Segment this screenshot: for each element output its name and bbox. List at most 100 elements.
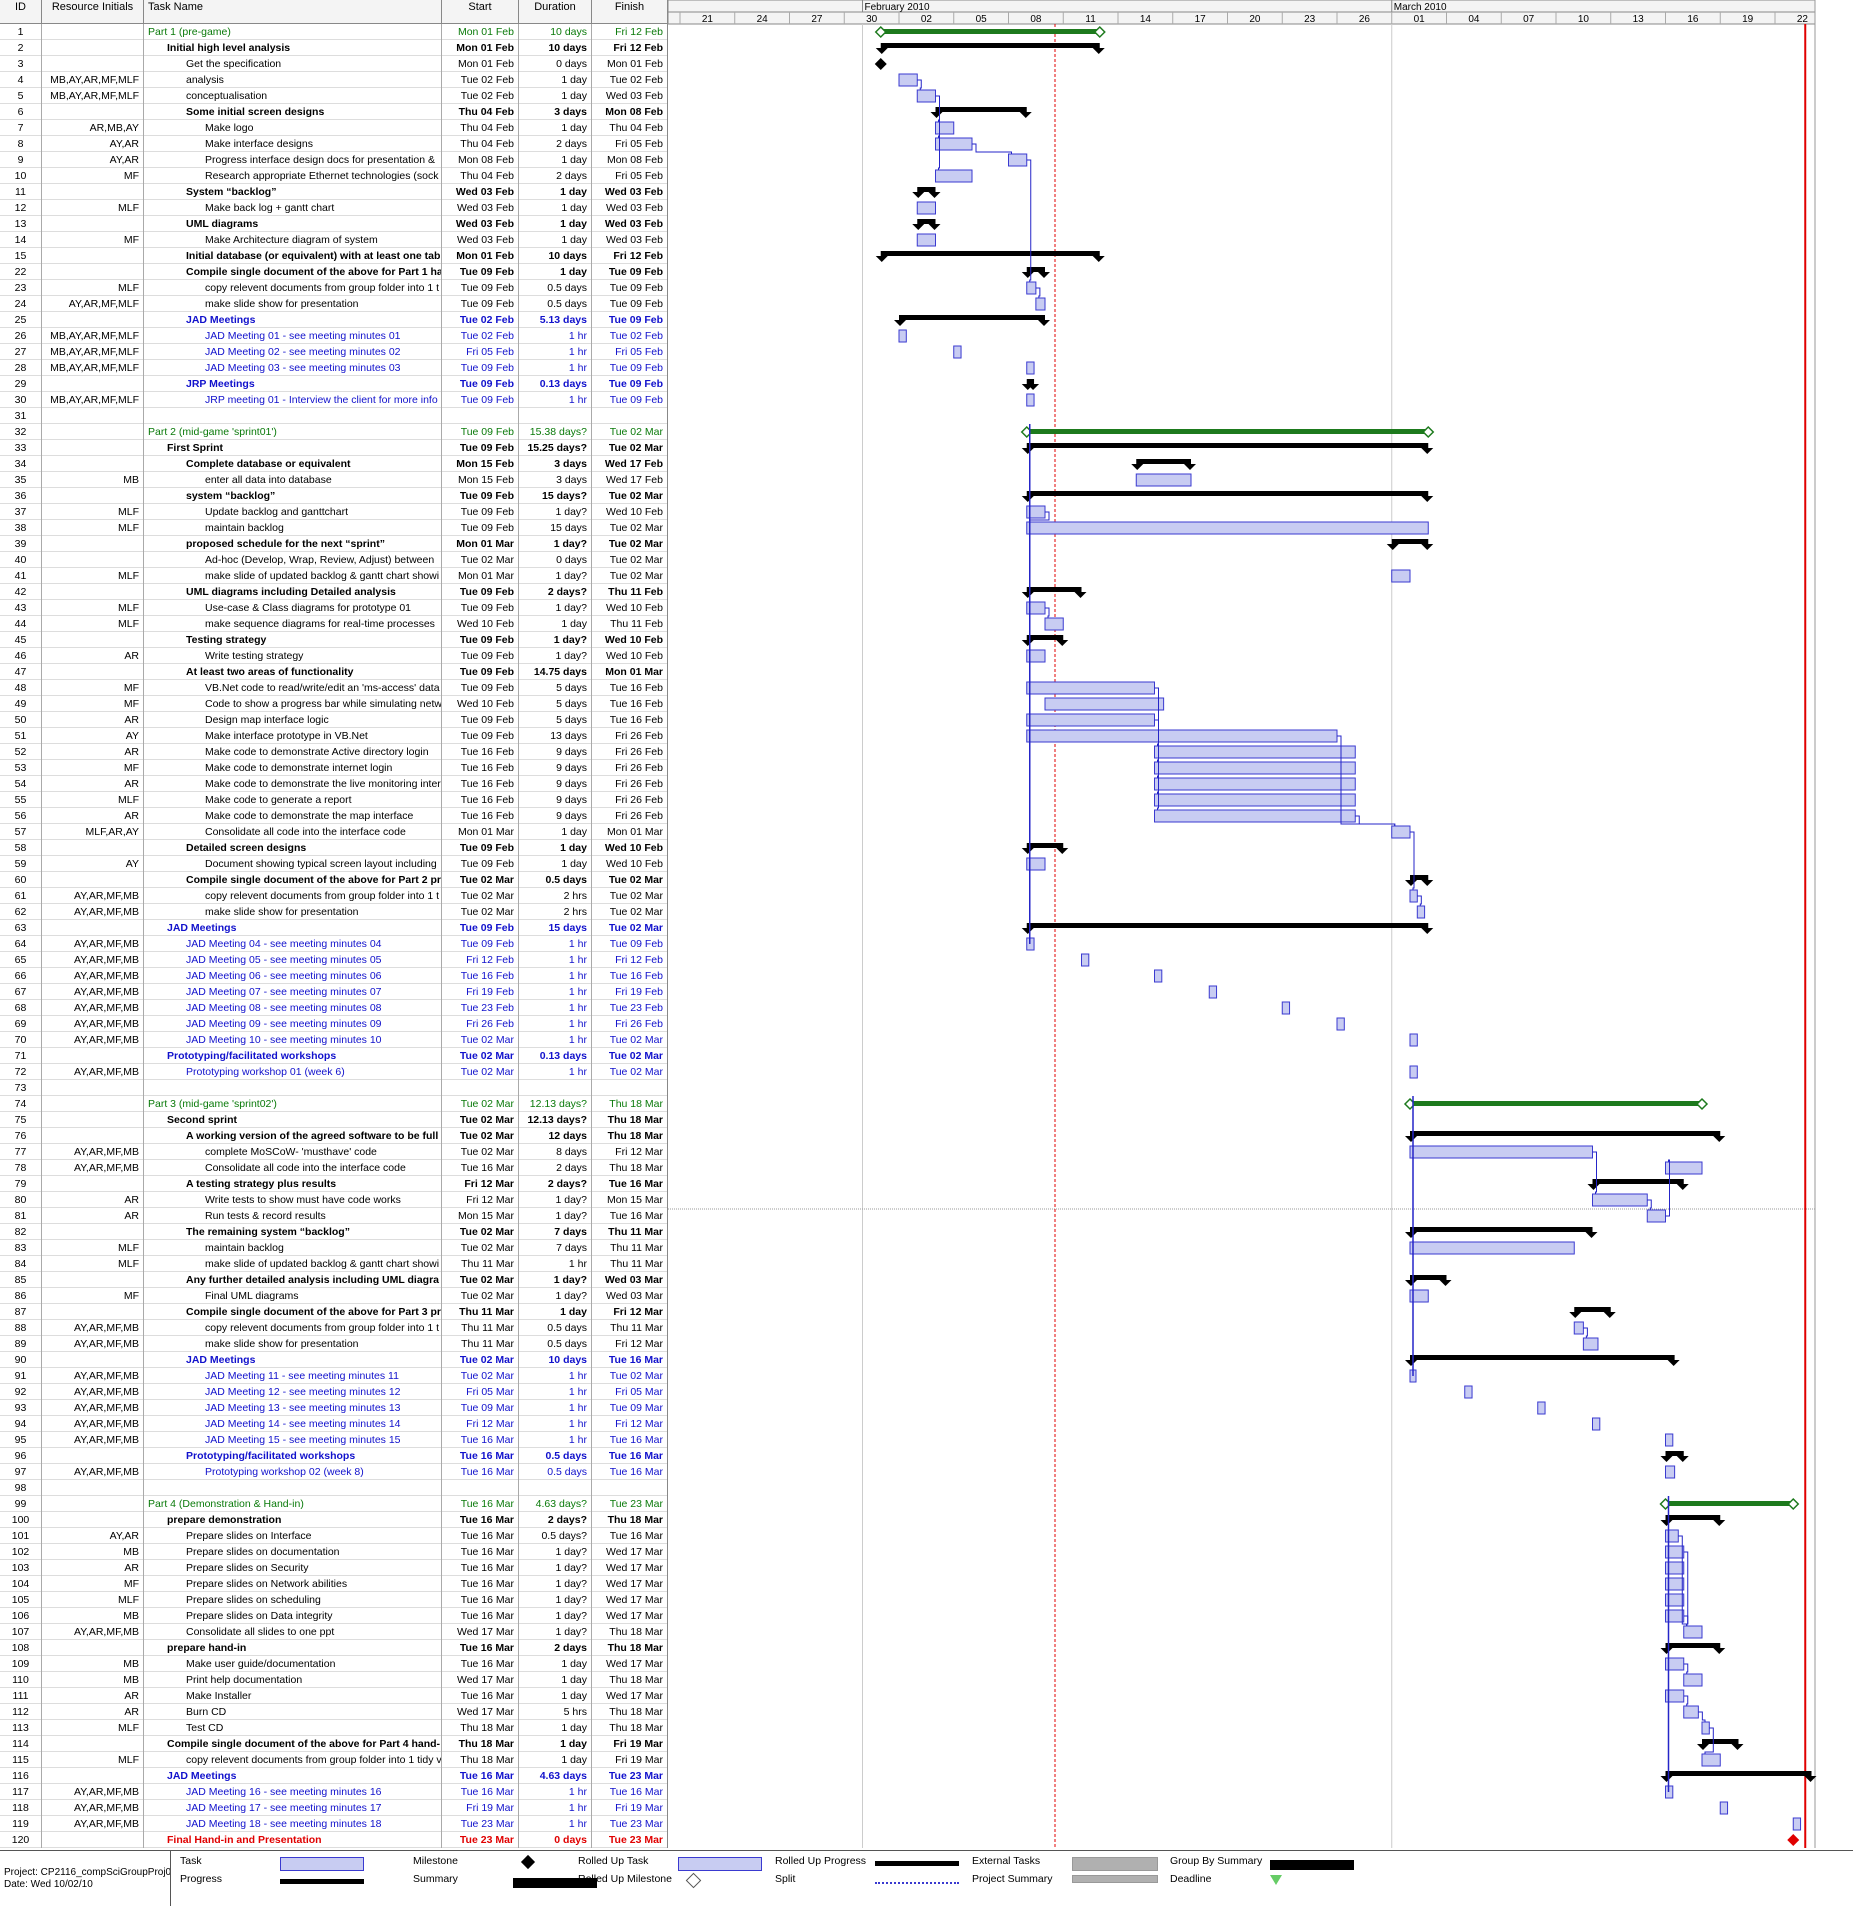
col-header-id[interactable]: ID	[0, 0, 42, 24]
table-row[interactable]: 73	[0, 1080, 668, 1096]
table-row[interactable]: 103 AR Prepare slides on Security Tue 16 Ma…	[0, 1560, 668, 1576]
col-header-duration[interactable]: Duration	[519, 0, 592, 24]
table-row[interactable]: 4 MB,AY,AR,MF,MLF analysis Tue 02 Feb 1 day T…	[0, 72, 668, 88]
table-row[interactable]: 10 MF Research appropriate Ethernet techno…	[0, 168, 668, 184]
table-row[interactable]: 113 MLF Test CD Thu 18 Mar 1 day Thu 18 Mar	[0, 1720, 668, 1736]
table-row[interactable]: 5 MB,AY,AR,MF,MLF conceptualisation Tue 02 …	[0, 88, 668, 104]
table-row[interactable]: 51 AY Make interface prototype in VB.Net Tu…	[0, 728, 668, 744]
table-row[interactable]: 110 MB Print help documentation Wed 17 Mar 1…	[0, 1672, 668, 1688]
table-row[interactable]: 104 MF Prepare slides on Network abilities…	[0, 1576, 668, 1592]
table-row[interactable]: 120 Final Hand-in and Presentation Tue 23 …	[0, 1832, 668, 1848]
table-row[interactable]: 41 MLF make slide of updated backlog & gan…	[0, 568, 668, 584]
table-row[interactable]: 85 Any further detailed analysis includin…	[0, 1272, 668, 1288]
table-row[interactable]: 38 MLF maintain backlog Tue 09 Feb 15 days Tu…	[0, 520, 668, 536]
table-row[interactable]: 102 MB Prepare slides on documentation Tue …	[0, 1544, 668, 1560]
table-row[interactable]: 100 prepare demonstration Tue 16 Mar 2 days…	[0, 1512, 668, 1528]
table-row[interactable]: 94 AY,AR,MF,MB JAD Meeting 14 - see meetin…	[0, 1416, 668, 1432]
table-row[interactable]: 55 MLF Make code to generate a report Tue 1…	[0, 792, 668, 808]
table-row[interactable]: 3 Get the specification Mon 01 Feb 0 days Mo…	[0, 56, 668, 72]
col-header-task-name[interactable]: Task Name	[144, 0, 442, 24]
table-row[interactable]: 56 AR Make code to demonstrate the map int…	[0, 808, 668, 824]
table-row[interactable]: 93 AY,AR,MF,MB JAD Meeting 13 - see meetin…	[0, 1400, 668, 1416]
table-row[interactable]: 83 MLF maintain backlog Tue 02 Mar 7 days Thu…	[0, 1240, 668, 1256]
table-row[interactable]: 64 AY,AR,MF,MB JAD Meeting 04 - see meetin…	[0, 936, 668, 952]
table-row[interactable]: 72 AY,AR,MF,MB Prototyping workshop 01 (we…	[0, 1064, 668, 1080]
table-row[interactable]: 84 MLF make slide of updated backlog & gan…	[0, 1256, 668, 1272]
table-row[interactable]: 65 AY,AR,MF,MB JAD Meeting 05 - see meetin…	[0, 952, 668, 968]
table-row[interactable]: 24 AY,AR,MF,MLF make slide show for presen…	[0, 296, 668, 312]
table-row[interactable]: 115 MLF copy relevent documents from group…	[0, 1752, 668, 1768]
table-row[interactable]: 7 AR,MB,AY Make logo Thu 04 Feb 1 day Thu 04 …	[0, 120, 668, 136]
table-row[interactable]: 30 MB,AY,AR,MF,MLF JRP meeting 01 - Interv…	[0, 392, 668, 408]
col-header-finish[interactable]: Finish	[592, 0, 668, 24]
table-row[interactable]: 76 A working version of the agreed softwa…	[0, 1128, 668, 1144]
table-row[interactable]: 62 AY,AR,MF,MB make slide show for present…	[0, 904, 668, 920]
table-row[interactable]: 52 AR Make code to demonstrate Active dire…	[0, 744, 668, 760]
table-row[interactable]: 90 JAD Meetings Tue 02 Mar 10 days Tue 16 Ma…	[0, 1352, 668, 1368]
table-row[interactable]: 68 AY,AR,MF,MB JAD Meeting 08 - see meetin…	[0, 1000, 668, 1016]
table-row[interactable]: 58 Detailed screen designs Tue 09 Feb 1 day…	[0, 840, 668, 856]
table-row[interactable]: 98	[0, 1480, 668, 1496]
table-row[interactable]: 50 AR Design map interface logic Tue 09 Feb…	[0, 712, 668, 728]
table-row[interactable]: 22 Compile single document of the above f…	[0, 264, 668, 280]
table-row[interactable]: 14 MF Make Architecture diagram of system W…	[0, 232, 668, 248]
table-row[interactable]: 44 MLF make sequence diagrams for real-tim…	[0, 616, 668, 632]
table-row[interactable]: 80 AR Write tests to show must have code w…	[0, 1192, 668, 1208]
table-row[interactable]: 35 MB enter all data into database Mon 15 F…	[0, 472, 668, 488]
table-row[interactable]: 61 AY,AR,MF,MB copy relevent documents fro…	[0, 888, 668, 904]
table-row[interactable]: 1 Part 1 (pre-game) Mon 01 Feb 10 days Fri 1…	[0, 24, 668, 40]
table-row[interactable]: 112 AR Burn CD Wed 17 Mar 5 hrs Thu 18 Mar	[0, 1704, 668, 1720]
table-row[interactable]: 59 AY Document showing typical screen layo…	[0, 856, 668, 872]
table-row[interactable]: 101 AY,AR Prepare slides on Interface Tue 1…	[0, 1528, 668, 1544]
col-header-resources[interactable]: Resource Initials	[42, 0, 144, 24]
table-row[interactable]: 25 JAD Meetings Tue 02 Feb 5.13 days Tue 09 …	[0, 312, 668, 328]
table-row[interactable]: 107 AY,AR,MF,MB Consolidate all slides to …	[0, 1624, 668, 1640]
table-row[interactable]: 42 UML diagrams including Detailed analys…	[0, 584, 668, 600]
table-row[interactable]: 105 MLF Prepare slides on scheduling Tue 16…	[0, 1592, 668, 1608]
table-row[interactable]: 75 Second sprint Tue 02 Mar 12.13 days? Thu …	[0, 1112, 668, 1128]
table-row[interactable]: 92 AY,AR,MF,MB JAD Meeting 12 - see meetin…	[0, 1384, 668, 1400]
table-row[interactable]: 49 MF Code to show a progress bar while si…	[0, 696, 668, 712]
table-row[interactable]: 118 AY,AR,MF,MB JAD Meeting 17 - see meeti…	[0, 1800, 668, 1816]
table-row[interactable]: 6 Some initial screen designs Thu 04 Feb 3 …	[0, 104, 668, 120]
table-row[interactable]: 2 Initial high level analysis Mon 01 Feb 10…	[0, 40, 668, 56]
table-row[interactable]: 27 MB,AY,AR,MF,MLF JAD Meeting 02 - see me…	[0, 344, 668, 360]
table-row[interactable]: 88 AY,AR,MF,MB copy relevent documents fro…	[0, 1320, 668, 1336]
table-row[interactable]: 33 First Sprint Tue 09 Feb 15.25 days? Tue 0…	[0, 440, 668, 456]
table-row[interactable]: 69 AY,AR,MF,MB JAD Meeting 09 - see meetin…	[0, 1016, 668, 1032]
table-row[interactable]: 79 A testing strategy plus results Fri 12 …	[0, 1176, 668, 1192]
table-row[interactable]: 82 The remaining system “backlog” Tue 02 M…	[0, 1224, 668, 1240]
table-row[interactable]: 32 Part 2 (mid-game 'sprint01') Tue 09 Feb…	[0, 424, 668, 440]
table-row[interactable]: 78 AY,AR,MF,MB Consolidate all code into t…	[0, 1160, 668, 1176]
table-row[interactable]: 15 Initial database (or equivalent) with …	[0, 248, 668, 264]
table-row[interactable]: 81 AR Run tests & record results Mon 15 Mar…	[0, 1208, 668, 1224]
table-row[interactable]: 106 MB Prepare slides on Data integrity Tue…	[0, 1608, 668, 1624]
table-row[interactable]: 23 MLF copy relevent documents from group …	[0, 280, 668, 296]
table-row[interactable]: 63 JAD Meetings Tue 09 Feb 15 days Tue 02 Ma…	[0, 920, 668, 936]
table-row[interactable]: 67 AY,AR,MF,MB JAD Meeting 07 - see meetin…	[0, 984, 668, 1000]
table-row[interactable]: 66 AY,AR,MF,MB JAD Meeting 06 - see meetin…	[0, 968, 668, 984]
table-row[interactable]: 97 AY,AR,MF,MB Prototyping workshop 02 (we…	[0, 1464, 668, 1480]
table-row[interactable]: 28 MB,AY,AR,MF,MLF JAD Meeting 03 - see me…	[0, 360, 668, 376]
table-row[interactable]: 86 MF Final UML diagrams Tue 02 Mar 1 day? We…	[0, 1288, 668, 1304]
table-row[interactable]: 96 Prototyping/facilitated workshops Tue 1…	[0, 1448, 668, 1464]
table-row[interactable]: 71 Prototyping/facilitated workshops Tue 0…	[0, 1048, 668, 1064]
table-row[interactable]: 8 AY,AR Make interface designs Thu 04 Feb 2 …	[0, 136, 668, 152]
table-row[interactable]: 34 Complete database or equivalent Mon 15 …	[0, 456, 668, 472]
col-header-start[interactable]: Start	[442, 0, 519, 24]
table-row[interactable]: 37 MLF Update backlog and ganttchart Tue 09…	[0, 504, 668, 520]
table-row[interactable]: 114 Compile single document of the above …	[0, 1736, 668, 1752]
table-row[interactable]: 60 Compile single document of the above f…	[0, 872, 668, 888]
table-row[interactable]: 117 AY,AR,MF,MB JAD Meeting 16 - see meeti…	[0, 1784, 668, 1800]
table-row[interactable]: 45 Testing strategy Tue 09 Feb 1 day? Wed 10…	[0, 632, 668, 648]
table-row[interactable]: 57 MLF,AR,AY Consolidate all code into the…	[0, 824, 668, 840]
table-row[interactable]: 77 AY,AR,MF,MB complete MoSCoW- 'musthave'…	[0, 1144, 668, 1160]
table-row[interactable]: 119 AY,AR,MF,MB JAD Meeting 18 - see meeti…	[0, 1816, 668, 1832]
table-row[interactable]: 26 MB,AY,AR,MF,MLF JAD Meeting 01 - see me…	[0, 328, 668, 344]
table-row[interactable]: 89 AY,AR,MF,MB make slide show for present…	[0, 1336, 668, 1352]
table-row[interactable]: 36 system “backlog” Tue 09 Feb 15 days? Tue …	[0, 488, 668, 504]
table-row[interactable]: 13 UML diagrams Wed 03 Feb 1 day Wed 03 Feb	[0, 216, 668, 232]
table-row[interactable]: 109 MB Make user guide/documentation Tue 16…	[0, 1656, 668, 1672]
table-row[interactable]: 87 Compile single document of the above f…	[0, 1304, 668, 1320]
table-row[interactable]: 47 At least two areas of functionality Tue…	[0, 664, 668, 680]
